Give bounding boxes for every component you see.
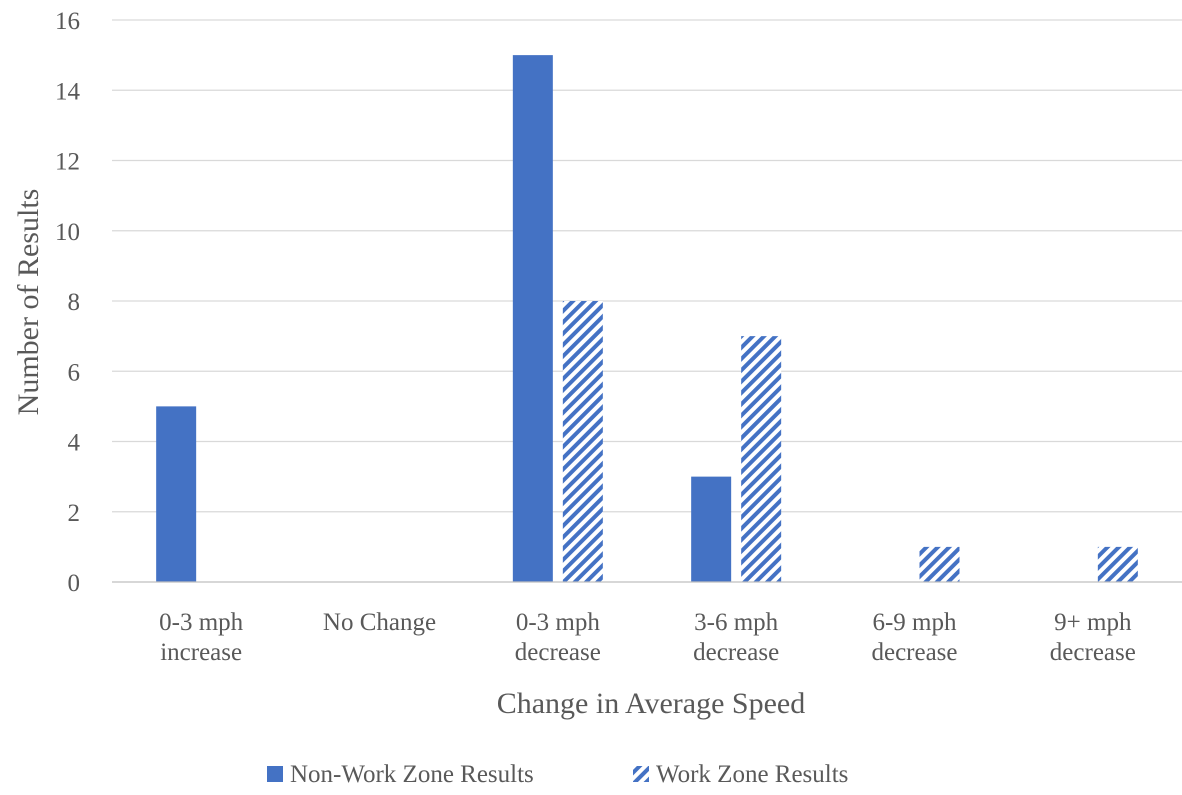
y-tick-label-14: 14 xyxy=(55,78,81,105)
x-category-label-5: 9+ mph decrease xyxy=(1050,609,1136,666)
x-category-label-line: decrease xyxy=(1050,639,1136,666)
x-category-label-2: 0-3 mph decrease xyxy=(515,609,601,666)
y-tick-label-10: 10 xyxy=(55,219,80,246)
y-axis-ticks: 0 2 4 6 8 10 12 14 16 xyxy=(55,8,81,597)
x-category-label-4: 6-9 mph decrease xyxy=(871,609,957,666)
bars xyxy=(156,55,1138,582)
x-category-label-3: 3-6 mph decrease xyxy=(693,609,779,666)
bar-work-zone-5 xyxy=(1097,546,1138,582)
legend-label-work-zone: Work Zone Results xyxy=(656,761,848,788)
x-category-label-line: No Change xyxy=(323,609,436,636)
legend: Non-Work Zone Results Work Zone Results xyxy=(267,761,848,788)
y-tick-label-2: 2 xyxy=(68,500,81,527)
bar-non-work-zone-3 xyxy=(691,476,732,582)
x-category-label-line: 9+ mph xyxy=(1054,609,1132,636)
x-category-label-line: 0-3 mph xyxy=(516,609,601,636)
x-category-label-line: 3-6 mph xyxy=(694,609,779,636)
legend-swatch-work-zone xyxy=(633,766,649,782)
y-tick-label-4: 4 xyxy=(68,430,81,457)
y-tick-label-16: 16 xyxy=(55,8,80,35)
y-tick-label-6: 6 xyxy=(68,359,81,386)
y-tick-label-12: 12 xyxy=(55,149,80,176)
x-category-label-line: decrease xyxy=(515,639,601,666)
x-category-label-0: 0-3 mph increase xyxy=(159,609,244,666)
y-tick-label-8: 8 xyxy=(68,289,81,316)
bar-non-work-zone-2 xyxy=(512,55,553,582)
bar-work-zone-3 xyxy=(741,336,782,582)
x-category-label-1: No Change xyxy=(323,609,436,636)
legend-label-non-work-zone: Non-Work Zone Results xyxy=(290,761,534,788)
x-category-label-line: decrease xyxy=(693,639,779,666)
bar-work-zone-2 xyxy=(562,301,603,582)
x-category-label-line: 6-9 mph xyxy=(872,609,957,636)
bar-work-zone-4 xyxy=(919,546,960,582)
x-category-label-line: 0-3 mph xyxy=(159,609,244,636)
y-tick-label-0: 0 xyxy=(68,570,81,597)
bar-non-work-zone-0 xyxy=(156,406,197,582)
legend-swatch-non-work-zone xyxy=(267,766,283,782)
x-category-label-line: increase xyxy=(160,639,242,666)
x-axis-title: Change in Average Speed xyxy=(497,687,806,720)
gridlines xyxy=(112,19,1182,513)
y-axis-title: Number of Results xyxy=(12,189,45,416)
x-category-label-line: decrease xyxy=(871,639,957,666)
